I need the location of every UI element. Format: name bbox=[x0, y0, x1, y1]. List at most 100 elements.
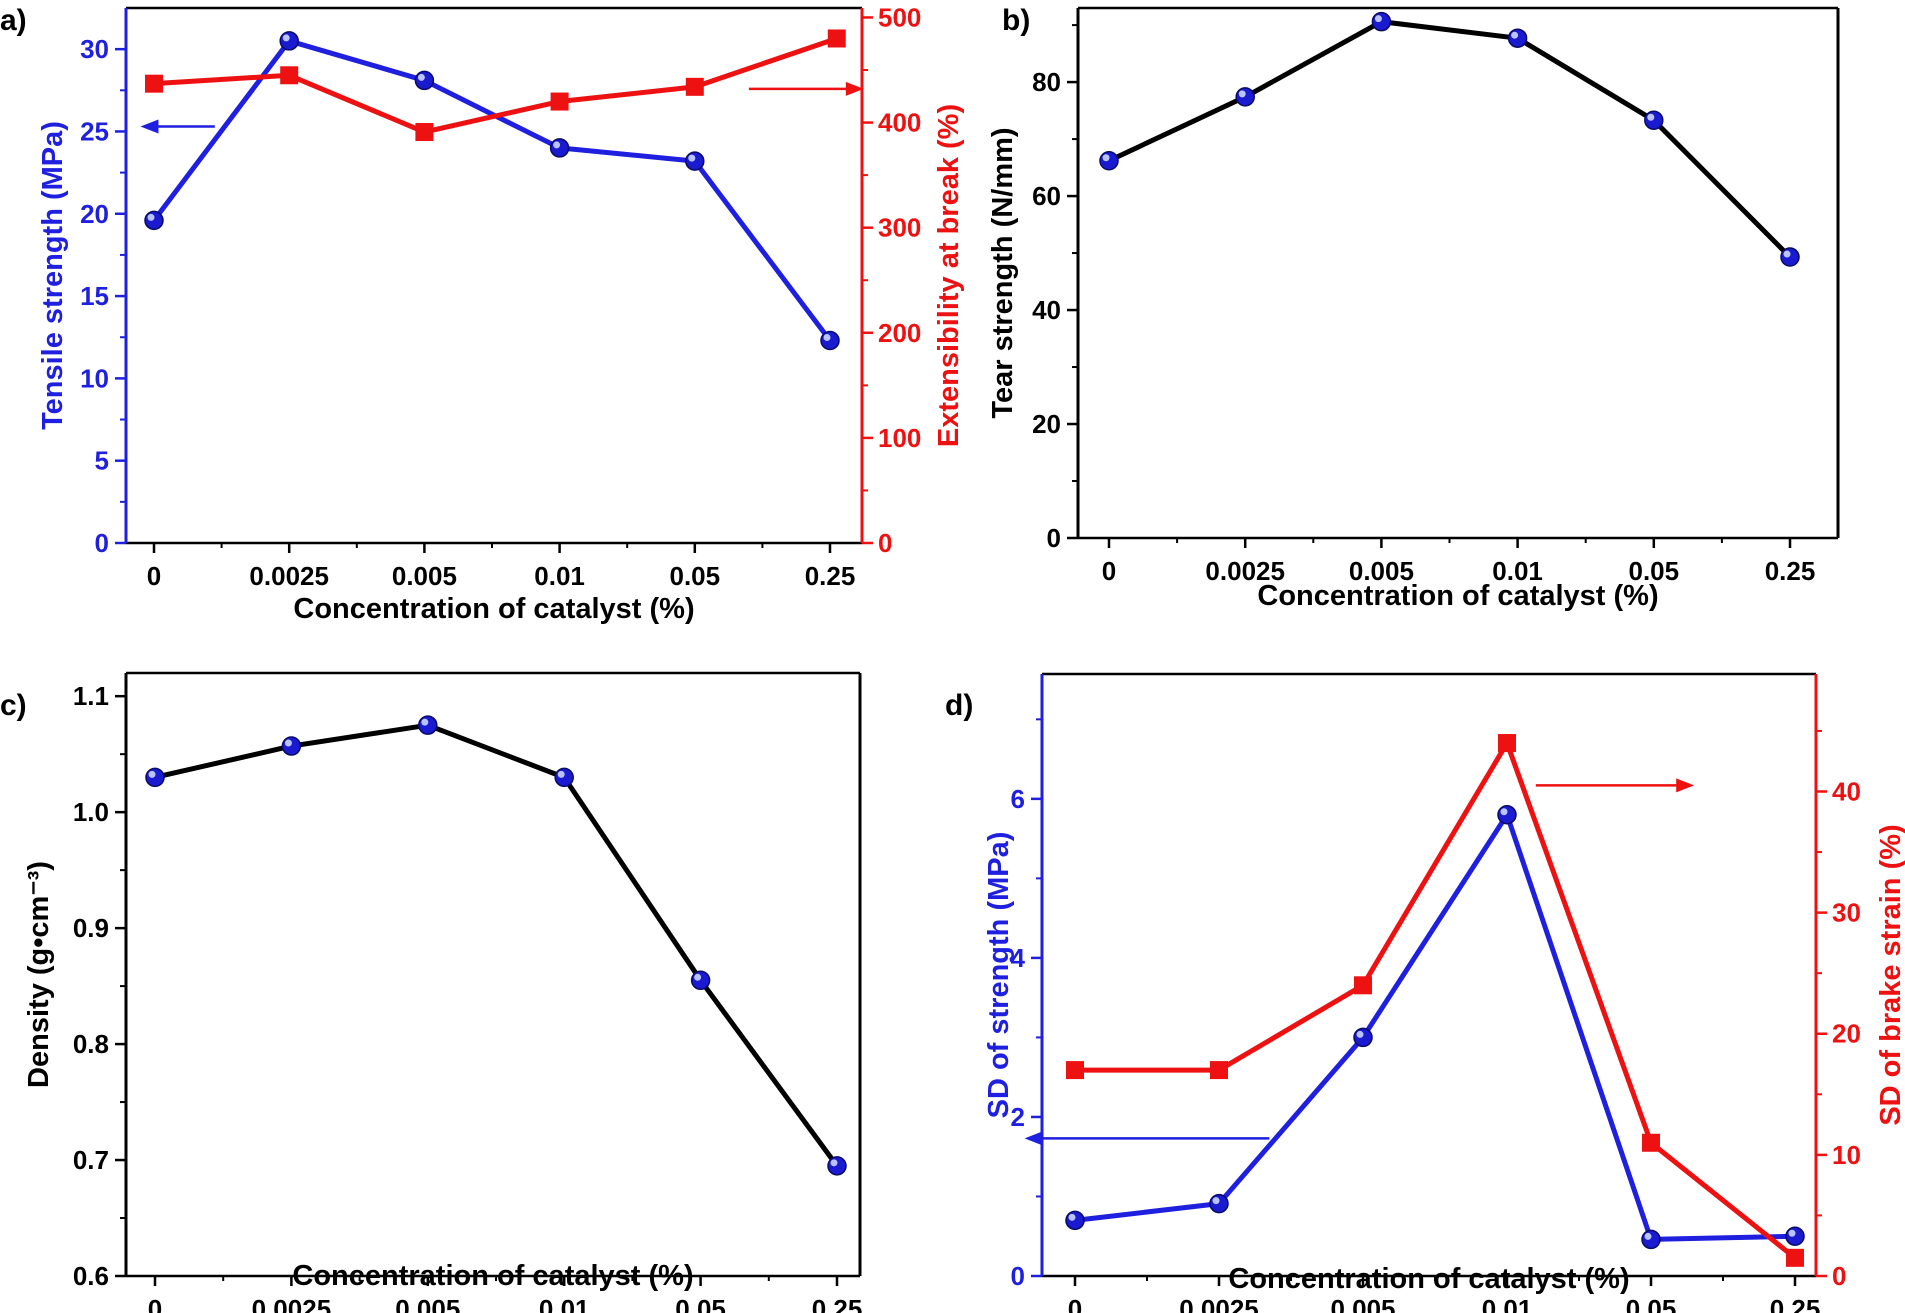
data-point-sphere bbox=[690, 970, 711, 991]
left-y-tick-label: 20 bbox=[80, 199, 109, 229]
chart-a: 0 0.0025 0.005 0.01 0.05 0.25 Concentration of… bbox=[0, 2, 965, 625]
sphere-highlight bbox=[1356, 1030, 1364, 1038]
sphere-body bbox=[1780, 247, 1800, 267]
right-y-tick-label: 0 bbox=[1832, 1261, 1846, 1291]
left-y-tick-label: 6 bbox=[1011, 784, 1025, 814]
left-y-tick-label: 60 bbox=[1032, 181, 1061, 211]
sphere-highlight bbox=[421, 718, 429, 726]
sphere-highlight bbox=[1238, 90, 1246, 98]
left-y-tick-label: 80 bbox=[1032, 67, 1061, 97]
sphere-highlight bbox=[553, 141, 561, 149]
x-tick-label: 0.05 bbox=[669, 561, 720, 591]
left-y-tick-label: 0 bbox=[1011, 1261, 1025, 1291]
sphere-highlight bbox=[1374, 15, 1382, 23]
right-y-tick-label: 300 bbox=[878, 213, 921, 243]
sphere-highlight bbox=[694, 973, 702, 981]
x-axis-title: Concentration of catalyst (%) bbox=[293, 593, 694, 625]
sphere-body bbox=[1641, 1229, 1661, 1250]
left-y-tick-label: 5 bbox=[95, 446, 109, 476]
data-point-square bbox=[415, 123, 434, 142]
sphere-body bbox=[820, 330, 840, 351]
right-y-tick-label: 100 bbox=[878, 423, 921, 453]
data-point-square bbox=[1642, 1133, 1660, 1152]
sphere-body bbox=[549, 138, 570, 158]
panel-label: c) bbox=[0, 689, 27, 722]
sphere-highlight bbox=[1788, 1229, 1796, 1237]
left-y-tick-label: 0.7 bbox=[73, 1145, 109, 1175]
sphere-body bbox=[690, 970, 711, 991]
data-point-square bbox=[1210, 1061, 1228, 1080]
data-point-square bbox=[685, 77, 704, 96]
sphere-highlight bbox=[1500, 808, 1508, 816]
x-tick-label: 0.05 bbox=[675, 1294, 726, 1313]
data-point-sphere bbox=[1641, 1229, 1661, 1250]
left-y-tick-label: 0 bbox=[1047, 523, 1061, 553]
chart-b: 0 0.0025 0.005 0.01 0.05 0.25 Concentration of… bbox=[987, 4, 1840, 612]
x-tick-label: 0.05 bbox=[1628, 556, 1679, 586]
sphere-body bbox=[144, 210, 164, 231]
left-axis-title: Tear strength (N/mm) bbox=[987, 127, 1019, 418]
x-tick-label: 0 bbox=[148, 1294, 162, 1313]
x-tick-label: 0.0025 bbox=[252, 1294, 332, 1313]
sphere-body bbox=[145, 767, 165, 788]
panel-label: b) bbox=[1002, 4, 1030, 37]
right-y-tick-label: 400 bbox=[878, 108, 921, 138]
data-point-sphere bbox=[554, 767, 574, 788]
right-y-tick-label: 40 bbox=[1832, 776, 1861, 806]
left-y-tick-label: 10 bbox=[80, 363, 109, 393]
x-tick-label: 0.005 bbox=[1349, 556, 1414, 586]
sphere-body bbox=[1235, 87, 1255, 107]
data-point-sphere bbox=[1785, 1226, 1805, 1246]
series-line-0 bbox=[154, 722, 840, 1168]
sphere-highlight bbox=[282, 34, 290, 42]
x-tick-label: 0.05 bbox=[1626, 1294, 1677, 1313]
x-tick-label: 0.005 bbox=[395, 1294, 460, 1313]
data-point-square bbox=[827, 29, 846, 48]
data-point-sphere bbox=[1780, 247, 1800, 267]
left-y-tick-label: 25 bbox=[80, 116, 109, 146]
series-line-1 bbox=[153, 36, 838, 135]
x-tick-label: 0.25 bbox=[812, 1294, 863, 1313]
x-axis-title: Concentration of catalyst (%) bbox=[1228, 1263, 1629, 1295]
left-axis-title: Tensile strength (MPa) bbox=[37, 121, 69, 430]
sphere-highlight bbox=[1212, 1197, 1220, 1205]
sphere-highlight bbox=[147, 213, 155, 221]
data-point-sphere bbox=[414, 70, 435, 91]
sphere-highlight bbox=[830, 1159, 838, 1167]
data-point-sphere bbox=[820, 330, 840, 351]
sphere-body bbox=[554, 767, 574, 788]
data-point-square bbox=[280, 66, 299, 85]
right-axis-title: Extensibility at break (%) bbox=[933, 104, 965, 447]
left-y-tick-label: 20 bbox=[1032, 409, 1061, 439]
chart-d: 0 0.0025 0.005 0.01 0.05 0.25 Concentration of… bbox=[945, 672, 1905, 1313]
sphere-highlight bbox=[1511, 31, 1519, 39]
x-tick-label: 0.25 bbox=[1770, 1294, 1821, 1313]
data-point-square bbox=[145, 74, 163, 93]
arrow-head bbox=[845, 81, 864, 96]
data-point-sphere bbox=[1507, 28, 1528, 48]
left-y-tick-label: 0 bbox=[95, 528, 109, 558]
sphere-body bbox=[281, 736, 302, 756]
sphere-body bbox=[1065, 1210, 1085, 1231]
x-tick-label: 0.01 bbox=[539, 1294, 590, 1313]
x-axis-title: Concentration of catalyst (%) bbox=[292, 1260, 693, 1292]
sphere-highlight bbox=[417, 73, 425, 81]
sphere-highlight bbox=[284, 739, 292, 747]
chart-c: 0 0.0025 0.005 0.01 0.05 0.25 Concentration of… bbox=[0, 671, 863, 1313]
panel-label: d) bbox=[945, 689, 973, 722]
data-point-sphere bbox=[1644, 110, 1664, 131]
sphere-body bbox=[1099, 150, 1119, 171]
sphere-body bbox=[418, 715, 438, 735]
sphere-body bbox=[1371, 11, 1392, 32]
left-y-tick-label: 2 bbox=[1011, 1102, 1025, 1132]
right-y-tick-label: 30 bbox=[1832, 898, 1861, 928]
left-y-tick-label: 30 bbox=[80, 34, 109, 64]
data-point-sphere bbox=[144, 210, 164, 231]
sphere-body bbox=[414, 70, 435, 91]
left-y-tick-label: 15 bbox=[80, 281, 109, 311]
sphere-body bbox=[1507, 28, 1528, 48]
x-tick-label: 0.005 bbox=[1330, 1294, 1395, 1313]
series-line-0 bbox=[1107, 19, 1792, 259]
x-tick-label: 0.0025 bbox=[1179, 1294, 1259, 1313]
